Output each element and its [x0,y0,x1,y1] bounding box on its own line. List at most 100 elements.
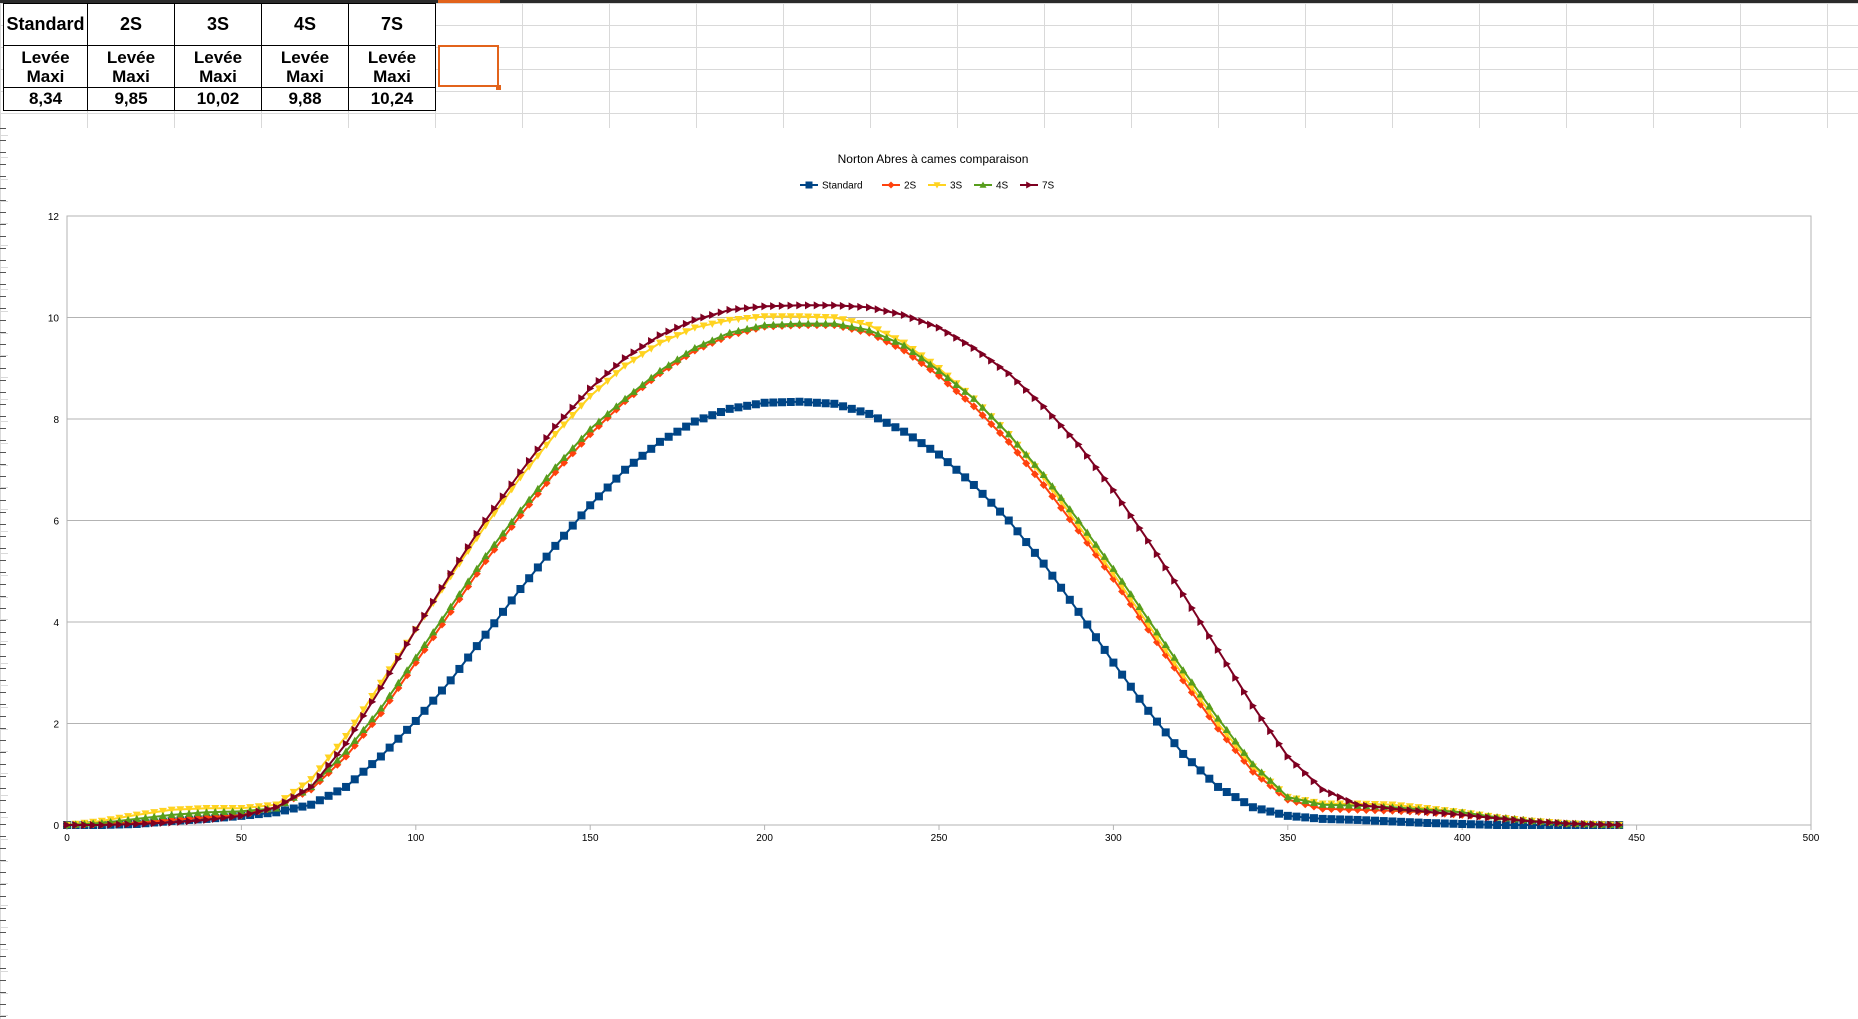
data-point-4s [682,349,691,357]
data-point-7s [482,516,490,525]
data-point-standard [743,401,752,410]
data-point-7s [1066,430,1074,439]
data-point-3s [847,318,856,326]
data-point-7s [1546,818,1554,827]
data-point-7s [1258,714,1266,723]
table-cell[interactable]: Levée Maxi [3,45,88,88]
data-point-7s [1415,807,1423,816]
data-point-3s [795,313,804,321]
chart-area[interactable]: 0 2 4 6 8 10 12 0 50 100 150 200 250 300 350 400 450 500 N… [8,128,1858,1019]
data-point-7s [1406,806,1414,815]
data-point-4s [1083,528,1092,536]
data-point-standard [1327,815,1336,824]
data-point-7s [735,304,743,313]
table-cell[interactable]: 9,88 [261,87,349,111]
fill-handle[interactable] [496,85,501,90]
data-point-7s [1023,385,1031,394]
cell-label-line1: Levée [280,47,330,67]
data-point-standard [1519,821,1528,829]
data-point-standard [263,809,272,818]
data-point-standard [647,444,656,453]
data-point-standard [1231,793,1240,802]
data-point-7s [709,310,717,319]
table-cell[interactable]: Standard [3,3,88,46]
data-point-7s [604,369,612,378]
table-cell[interactable]: 10,02 [174,87,262,111]
data-point-4s [812,319,821,327]
table-cell[interactable]: 8,34 [3,87,88,111]
data-point-7s [578,394,586,403]
selected-cell[interactable] [438,45,499,87]
data-point-standard [882,418,891,427]
data-point-standard [856,407,865,416]
data-point-standard [699,414,708,423]
x-tick-label: 100 [407,833,424,844]
data-point-7s [648,336,656,345]
line-chart: 0 2 4 6 8 10 12 0 50 100 150 200 250 300 350 400 450 500 N… [48,152,1820,844]
table-cell[interactable]: 3S [174,3,262,46]
table-cell[interactable]: 2S [87,3,175,46]
data-point-4s [420,640,429,649]
data-point-4s [1013,440,1022,448]
data-point-standard [900,427,909,436]
data-point-4s [673,355,682,363]
data-point-7s [552,422,560,431]
data-point-3s [621,362,630,370]
data-point-7s [1092,463,1100,472]
table-cell[interactable]: Levée Maxi [87,45,175,88]
data-point-2s [926,365,935,374]
data-point-4s [359,725,368,734]
table-cell[interactable]: 4S [261,3,349,46]
data-point-3s [717,318,725,326]
data-point-4s [961,387,970,395]
data-point-7s [1031,394,1039,403]
table-cell[interactable]: 7S [348,3,436,46]
data-point-standard [952,465,961,474]
data-point-7s [778,301,787,310]
data-point-standard [333,787,342,796]
table-cell[interactable]: Levée Maxi [174,45,262,88]
data-point-7s [1432,808,1441,817]
data-point-4s [1336,801,1345,809]
table-cell[interactable]: 10,24 [348,87,436,111]
data-point-7s [1345,796,1353,805]
data-point-standard [1144,706,1153,715]
data-point-7s [438,583,446,592]
data-point-3s [603,377,612,385]
data-point-3s [176,806,185,814]
data-point-4s [1318,800,1327,808]
table-cell[interactable]: Levée Maxi [348,45,436,88]
data-point-standard [1510,821,1519,829]
data-point-7s [81,821,89,829]
data-point-standard [1493,821,1502,829]
data-point-4s [717,332,725,340]
data-point-7s [447,569,455,578]
data-point-standard [786,397,795,406]
data-point-7s [866,303,874,312]
data-point-4s [1074,516,1083,524]
data-point-3s [368,693,377,701]
data-point-7s [281,798,289,807]
data-point-7s [456,556,464,565]
x-tick-label: 50 [236,833,248,844]
data-point-7s [961,338,970,347]
data-point-2s [917,359,926,368]
table-cell[interactable]: Levée Maxi [261,45,349,88]
table-cell[interactable]: 9,85 [87,87,175,111]
data-point-2s [472,569,481,578]
data-point-4s [952,380,961,388]
data-point-7s [238,811,246,820]
data-point-standard [1013,527,1022,536]
data-point-7s [421,611,429,620]
data-point-7s [1371,802,1379,811]
data-point-7s [831,301,839,310]
data-point-4s [1214,714,1223,722]
data-point-7s [857,302,865,311]
data-point-standard [376,752,385,761]
data-point-standard [1083,620,1092,629]
data-point-7s [168,818,176,827]
data-point-4s [568,444,577,452]
data-point-4s [708,336,717,344]
data-point-2s [943,379,952,388]
data-point-4s [935,366,943,374]
